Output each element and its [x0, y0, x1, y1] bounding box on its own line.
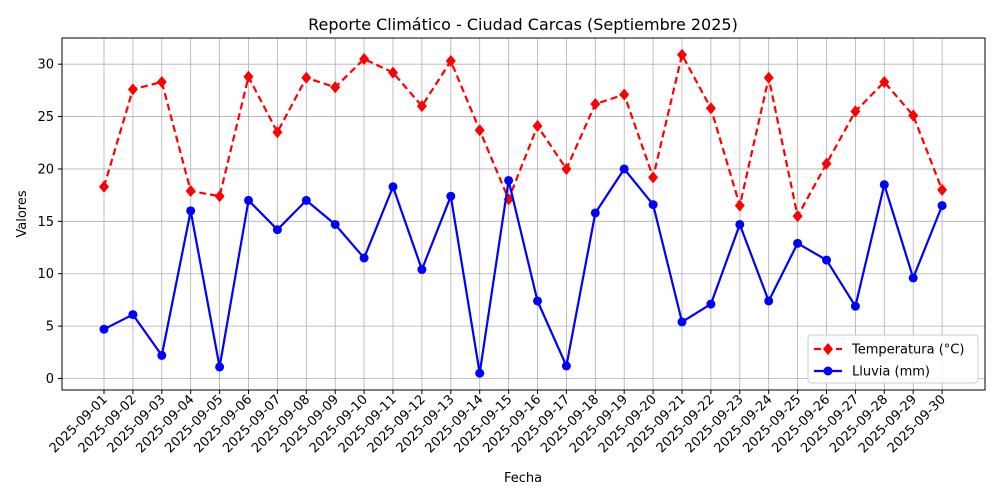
- data-point-lluvia: [301, 195, 311, 205]
- data-point-lluvia: [359, 253, 369, 263]
- x-axis-label: Fecha: [504, 471, 542, 486]
- series-line-1: [103, 167, 944, 375]
- legend-label-1: Lluvia (mm): [852, 365, 930, 380]
- y-tick-label: 20: [37, 162, 54, 177]
- data-point-lluvia: [475, 368, 485, 378]
- data-point-lluvia: [157, 350, 167, 360]
- data-point-lluvia: [706, 299, 716, 309]
- y-axis-ticks: 0 5 10 15 20 25 30: [37, 58, 62, 387]
- data-point-lluvia: [908, 273, 918, 283]
- data-point-temperatura: [590, 98, 601, 110]
- data-point-lluvia: [128, 310, 138, 320]
- y-axis-label: Valores: [15, 190, 30, 237]
- data-point-temperatura: [445, 55, 456, 68]
- data-point-lluvia: [215, 362, 225, 372]
- y-tick-label: 10: [37, 267, 54, 282]
- legend-label-0: Temperatura (°C): [851, 343, 964, 358]
- data-point-temperatura: [850, 105, 861, 118]
- data-point-temperatura: [185, 184, 196, 197]
- data-point-temperatura: [301, 71, 312, 84]
- data-point-temperatura: [532, 120, 543, 132]
- data-point-temperatura: [388, 66, 398, 79]
- data-point-temperatura: [677, 48, 687, 61]
- data-point-lluvia: [417, 265, 427, 275]
- legend-box: [807, 334, 979, 384]
- y-tick-label: 5: [46, 320, 54, 335]
- data-point-lluvia: [99, 324, 109, 334]
- data-point-lluvia: [850, 301, 860, 311]
- data-point-temperatura: [734, 199, 745, 212]
- data-point-temperatura: [792, 210, 803, 223]
- data-point-lluvia: [244, 195, 253, 205]
- chart-title: Reporte Climático - Ciudad Carcas (Septi…: [308, 15, 738, 34]
- data-point-lluvia: [504, 175, 514, 185]
- plot-frame: [61, 37, 986, 391]
- data-point-temperatura: [937, 183, 948, 196]
- y-tick-label: 0: [46, 372, 54, 387]
- data-point-lluvia: [677, 317, 687, 327]
- data-point-temperatura: [243, 70, 254, 83]
- data-point-temperatura: [127, 83, 138, 96]
- y-tick-label: 25: [37, 110, 54, 125]
- data-point-lluvia: [937, 201, 947, 211]
- data-point-temperatura: [474, 124, 485, 137]
- data-point-lluvia: [590, 208, 600, 218]
- data-point-lluvia: [561, 361, 571, 371]
- data-point-temperatura: [359, 52, 370, 65]
- series-line-0: [102, 53, 944, 218]
- data-point-lluvia: [330, 219, 340, 229]
- data-point-temperatura: [99, 180, 109, 193]
- y-tick-label: 15: [37, 215, 54, 230]
- data-point-temperatura: [330, 81, 341, 94]
- data-point-lluvia: [186, 206, 196, 216]
- data-point-temperatura: [879, 76, 890, 88]
- data-point-lluvia: [533, 296, 542, 306]
- y-tick-label: 30: [37, 58, 54, 73]
- data-point-lluvia: [764, 296, 774, 306]
- data-point-lluvia: [648, 200, 658, 210]
- legend-marker-0: [823, 343, 833, 355]
- data-point-lluvia: [619, 164, 629, 174]
- legend-marker-1: [823, 366, 833, 376]
- data-point-temperatura: [908, 109, 919, 122]
- data-point-temperatura: [214, 190, 225, 203]
- data-point-lluvia: [822, 255, 831, 265]
- data-point-lluvia: [793, 238, 803, 248]
- legend: Temperatura (°C) Lluvia (mm): [807, 334, 979, 384]
- data-point-temperatura: [561, 162, 572, 175]
- data-point-lluvia: [272, 225, 282, 235]
- data-point-lluvia: [879, 180, 889, 190]
- data-point-temperatura: [763, 71, 774, 84]
- data-point-temperatura: [156, 76, 167, 88]
- data-point-temperatura: [821, 157, 832, 170]
- data-point-temperatura: [416, 100, 427, 113]
- data-point-lluvia: [735, 219, 745, 229]
- series-group: [99, 48, 948, 378]
- data-point-lluvia: [446, 191, 456, 201]
- data-point-temperatura: [272, 126, 283, 139]
- data-point-temperatura: [705, 102, 716, 115]
- data-point-temperatura: [648, 171, 659, 184]
- data-point-temperatura: [619, 88, 630, 101]
- data-point-lluvia: [388, 182, 398, 192]
- x-axis-ticks: 2025-09-012025-09-022025-09-032025-09-04…: [47, 390, 949, 456]
